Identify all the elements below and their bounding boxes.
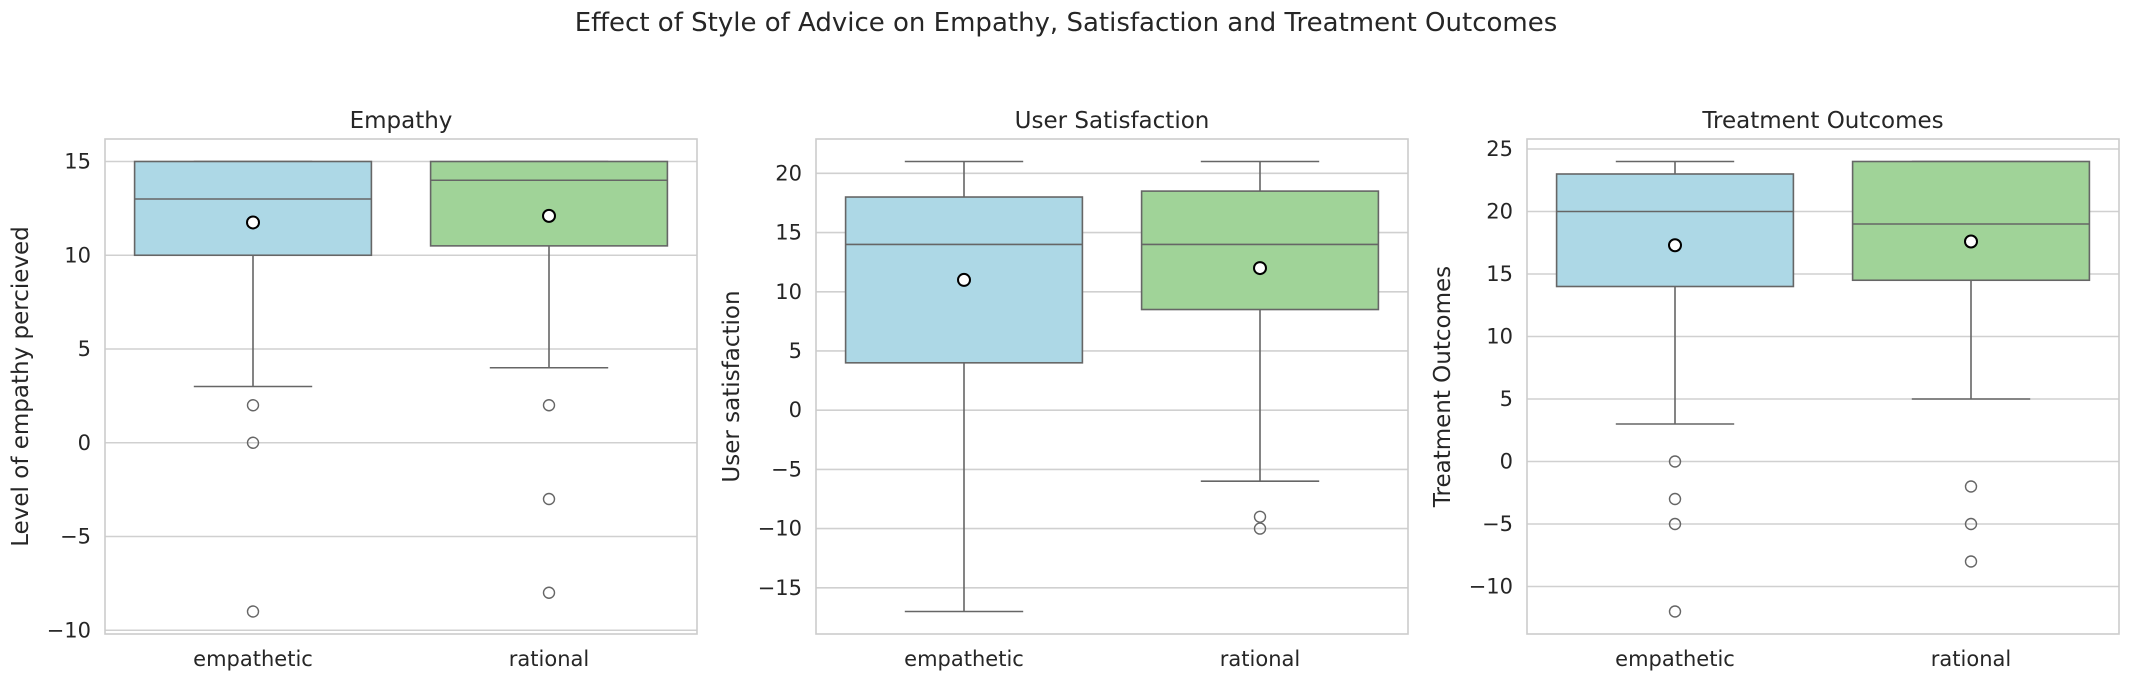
x-tick-label: rational [1931,647,2011,671]
y-axis-label: Treatment Outcomes [1430,266,1456,508]
box-empathetic [1555,160,1795,618]
panel-title: User Satisfaction [1015,108,1210,134]
y-tick-label: 0 [789,398,802,422]
outlier-point [542,399,556,412]
plot-frame [1526,138,2120,635]
y-tick-label: 10 [1486,325,1513,349]
mean-marker [957,272,971,287]
y-axis-label: User satisfaction [719,290,745,482]
chart-panel-2: −15 −10 −5 0 5 10 15 20 empathetic rational User S… [719,108,1409,671]
y-tick-label: 15 [1486,262,1513,286]
y-tick-label: 15 [775,221,802,245]
y-tick-label: −5 [60,525,91,549]
y-tick-label: −5 [771,457,802,481]
x-tick-label: rational [1220,647,1300,671]
y-tick-label: −5 [1482,512,1513,536]
box-empathetic [133,160,373,618]
x-tick-label: empathetic [193,647,313,671]
box-iqr [1555,173,1795,288]
mean-marker [1964,234,1978,249]
y-tick-label: 0 [78,431,91,455]
outlier-point [246,399,260,412]
outlier-point [1964,517,1978,531]
box-iqr [1140,190,1380,311]
figure-suptitle: Effect of Style of Advice on Empathy, Sa… [575,8,1558,38]
box-iqr [429,160,669,247]
y-tick-label: −10 [47,618,91,642]
outlier-point [1668,605,1682,618]
outlier-point [1253,522,1267,535]
mean-marker [246,215,260,230]
plot-frame [815,138,1409,635]
y-tick-label: −10 [758,517,802,541]
mean-marker [1253,261,1267,276]
outlier-point [1668,492,1682,506]
y-tick-label: 5 [789,339,802,363]
outlier-point [542,586,556,599]
box-rational [1140,160,1380,535]
y-tick-label: 20 [1486,200,1513,224]
x-tick-label: rational [509,647,589,671]
y-tick-label: 5 [1500,387,1513,411]
y-tick-label: −10 [1469,575,1513,599]
mean-marker [1668,238,1682,253]
y-tick-label: 15 [64,150,91,174]
outlier-point [542,492,556,506]
chart-panel-1: −10 −5 0 5 10 15 empathetic rational Empathy Leve… [8,108,698,671]
mean-marker [542,208,556,223]
outlier-point [1964,480,1978,493]
chart-panel-3: −10 −5 0 5 10 15 20 25 empathetic rational Treatme… [1430,108,2120,671]
y-tick-label: 10 [775,280,802,304]
box-empathetic [844,160,1084,613]
box-iqr [1851,160,2091,282]
panel-title: Empathy [350,108,453,134]
y-tick-label: 0 [1500,450,1513,474]
panel-title: Treatment Outcomes [1701,108,1943,134]
outlier-point [1668,455,1682,468]
box-rational [429,160,669,599]
y-tick-label: 10 [64,243,91,267]
y-tick-label: 20 [775,161,802,185]
y-tick-label: 5 [78,337,91,361]
plot-frame [104,138,698,635]
y-axis-label: Level of empathy percieved [8,226,34,547]
box-rational [1851,160,2091,568]
outlier-point [246,605,260,618]
y-tick-label: −15 [758,576,802,600]
y-tick-label: 25 [1486,137,1513,161]
outlier-point [1253,510,1267,523]
outlier-point [246,436,260,449]
panels: −10 −5 0 5 10 15 empathetic rational Empathy Leve… [8,108,2120,671]
outlier-point [1964,555,1978,568]
outlier-point [1668,517,1682,531]
x-tick-label: empathetic [904,647,1024,671]
box-iqr [133,160,373,257]
x-tick-label: empathetic [1615,647,1735,671]
